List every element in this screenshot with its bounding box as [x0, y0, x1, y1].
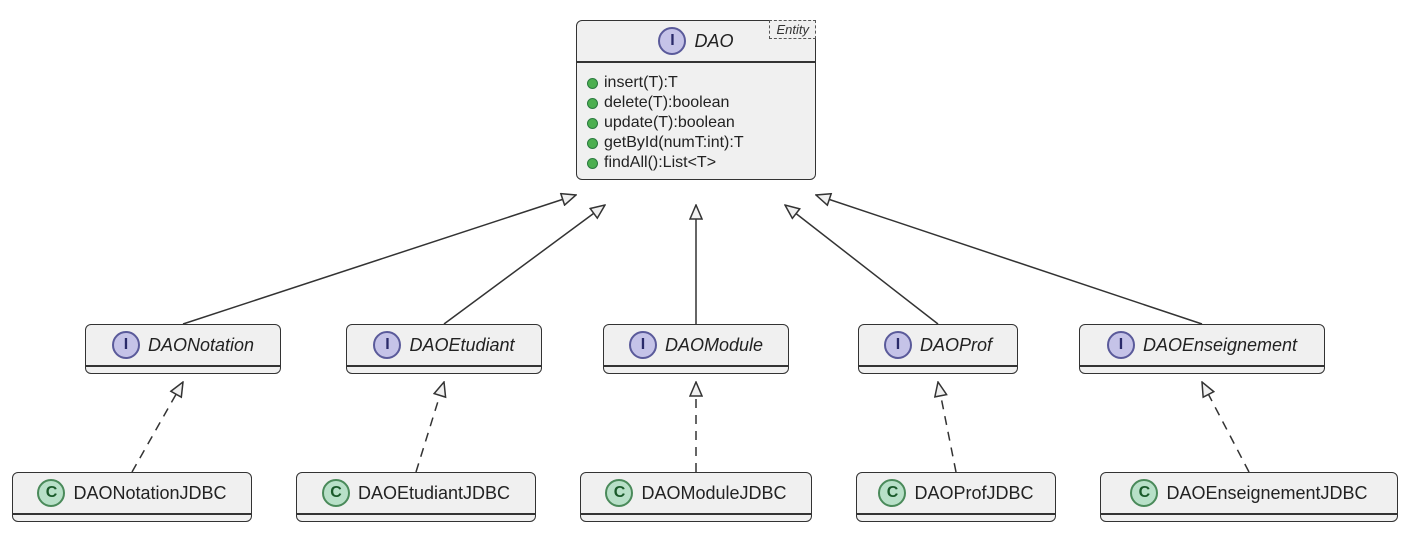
- method-row: update(T):boolean: [587, 113, 805, 133]
- node-title: DAOEnseignement: [1143, 335, 1297, 356]
- node-title: DAOProf: [920, 335, 992, 356]
- method-row: findAll():List<T>: [587, 153, 805, 173]
- interface-module: I DAOModule: [603, 324, 789, 374]
- node-header: I DAONotation: [86, 325, 280, 365]
- node-title: DAOModule: [665, 335, 763, 356]
- class-prof-jdbc: C DAOProfJDBC: [856, 472, 1056, 522]
- node-header: C DAOProfJDBC: [857, 473, 1055, 513]
- class-enseignement-jdbc: C DAOEnseignementJDBC: [1100, 472, 1398, 522]
- class-icon: C: [37, 479, 65, 507]
- method-signature: getById(numT:int):T: [604, 134, 744, 152]
- divider: [604, 366, 788, 373]
- class-icon: C: [605, 479, 633, 507]
- method-signature: findAll():List<T>: [604, 154, 716, 172]
- visibility-public-icon: [587, 158, 598, 169]
- visibility-public-icon: [587, 78, 598, 89]
- interface-icon: I: [373, 331, 401, 359]
- realization-edge: [1202, 382, 1249, 472]
- class-icon: C: [322, 479, 350, 507]
- divider: [1101, 514, 1397, 521]
- class-module-jdbc: C DAOModuleJDBC: [580, 472, 812, 522]
- node-header: I DAOEnseignement: [1080, 325, 1324, 365]
- interface-dao: Entity I DAO insert(T):Tdelete(T):boolea…: [576, 20, 816, 180]
- method-signature: update(T):boolean: [604, 114, 735, 132]
- node-title: DAOEtudiant: [409, 335, 514, 356]
- realization-edge: [416, 382, 444, 472]
- visibility-public-icon: [587, 98, 598, 109]
- realization-edge: [938, 382, 956, 472]
- visibility-public-icon: [587, 138, 598, 149]
- node-title: DAOEnseignementJDBC: [1166, 483, 1367, 504]
- class-etudiant-jdbc: C DAOEtudiantJDBC: [296, 472, 536, 522]
- method-signature: insert(T):T: [604, 74, 678, 92]
- divider: [13, 514, 251, 521]
- node-header: C DAONotationJDBC: [13, 473, 251, 513]
- node-header: C DAOEtudiantJDBC: [297, 473, 535, 513]
- generalization-edge: [785, 205, 938, 324]
- interface-etudiant: I DAOEtudiant: [346, 324, 542, 374]
- generalization-edge: [444, 205, 605, 324]
- divider: [581, 514, 811, 521]
- method-row: getById(numT:int):T: [587, 133, 805, 153]
- class-icon: C: [878, 479, 906, 507]
- interface-icon: I: [629, 331, 657, 359]
- interface-prof: I DAOProf: [858, 324, 1018, 374]
- divider: [297, 514, 535, 521]
- method-row: insert(T):T: [587, 73, 805, 93]
- method-row: delete(T):boolean: [587, 93, 805, 113]
- uml-diagram: Entity I DAO insert(T):Tdelete(T):boolea…: [0, 0, 1409, 542]
- visibility-public-icon: [587, 118, 598, 129]
- divider: [86, 366, 280, 373]
- interface-icon: I: [884, 331, 912, 359]
- divider: [857, 514, 1055, 521]
- method-signature: delete(T):boolean: [604, 94, 729, 112]
- divider: [859, 366, 1017, 373]
- interface-icon: I: [658, 27, 686, 55]
- node-title: DAOProfJDBC: [914, 483, 1033, 504]
- node-header: I DAOModule: [604, 325, 788, 365]
- node-title: DAOEtudiantJDBC: [358, 483, 510, 504]
- node-title: DAONotationJDBC: [73, 483, 226, 504]
- divider: [577, 62, 815, 69]
- generalization-edge: [183, 195, 576, 324]
- node-title: DAONotation: [148, 335, 254, 356]
- generalization-edge: [816, 195, 1202, 324]
- interface-icon: I: [112, 331, 140, 359]
- node-header: I DAOProf: [859, 325, 1017, 365]
- interface-enseignement: I DAOEnseignement: [1079, 324, 1325, 374]
- node-header: C DAOEnseignementJDBC: [1101, 473, 1397, 513]
- interface-icon: I: [1107, 331, 1135, 359]
- node-title: DAO: [694, 31, 733, 52]
- node-header: I DAO: [577, 21, 815, 61]
- divider: [1080, 366, 1324, 373]
- interface-notation: I DAONotation: [85, 324, 281, 374]
- class-icon: C: [1130, 479, 1158, 507]
- realization-edge: [132, 382, 183, 472]
- class-notation-jdbc: C DAONotationJDBC: [12, 472, 252, 522]
- node-title: DAOModuleJDBC: [641, 483, 786, 504]
- node-header: C DAOModuleJDBC: [581, 473, 811, 513]
- methods-compartment: insert(T):T delete(T):boolean update(T):bo…: [577, 69, 815, 179]
- node-header: I DAOEtudiant: [347, 325, 541, 365]
- divider: [347, 366, 541, 373]
